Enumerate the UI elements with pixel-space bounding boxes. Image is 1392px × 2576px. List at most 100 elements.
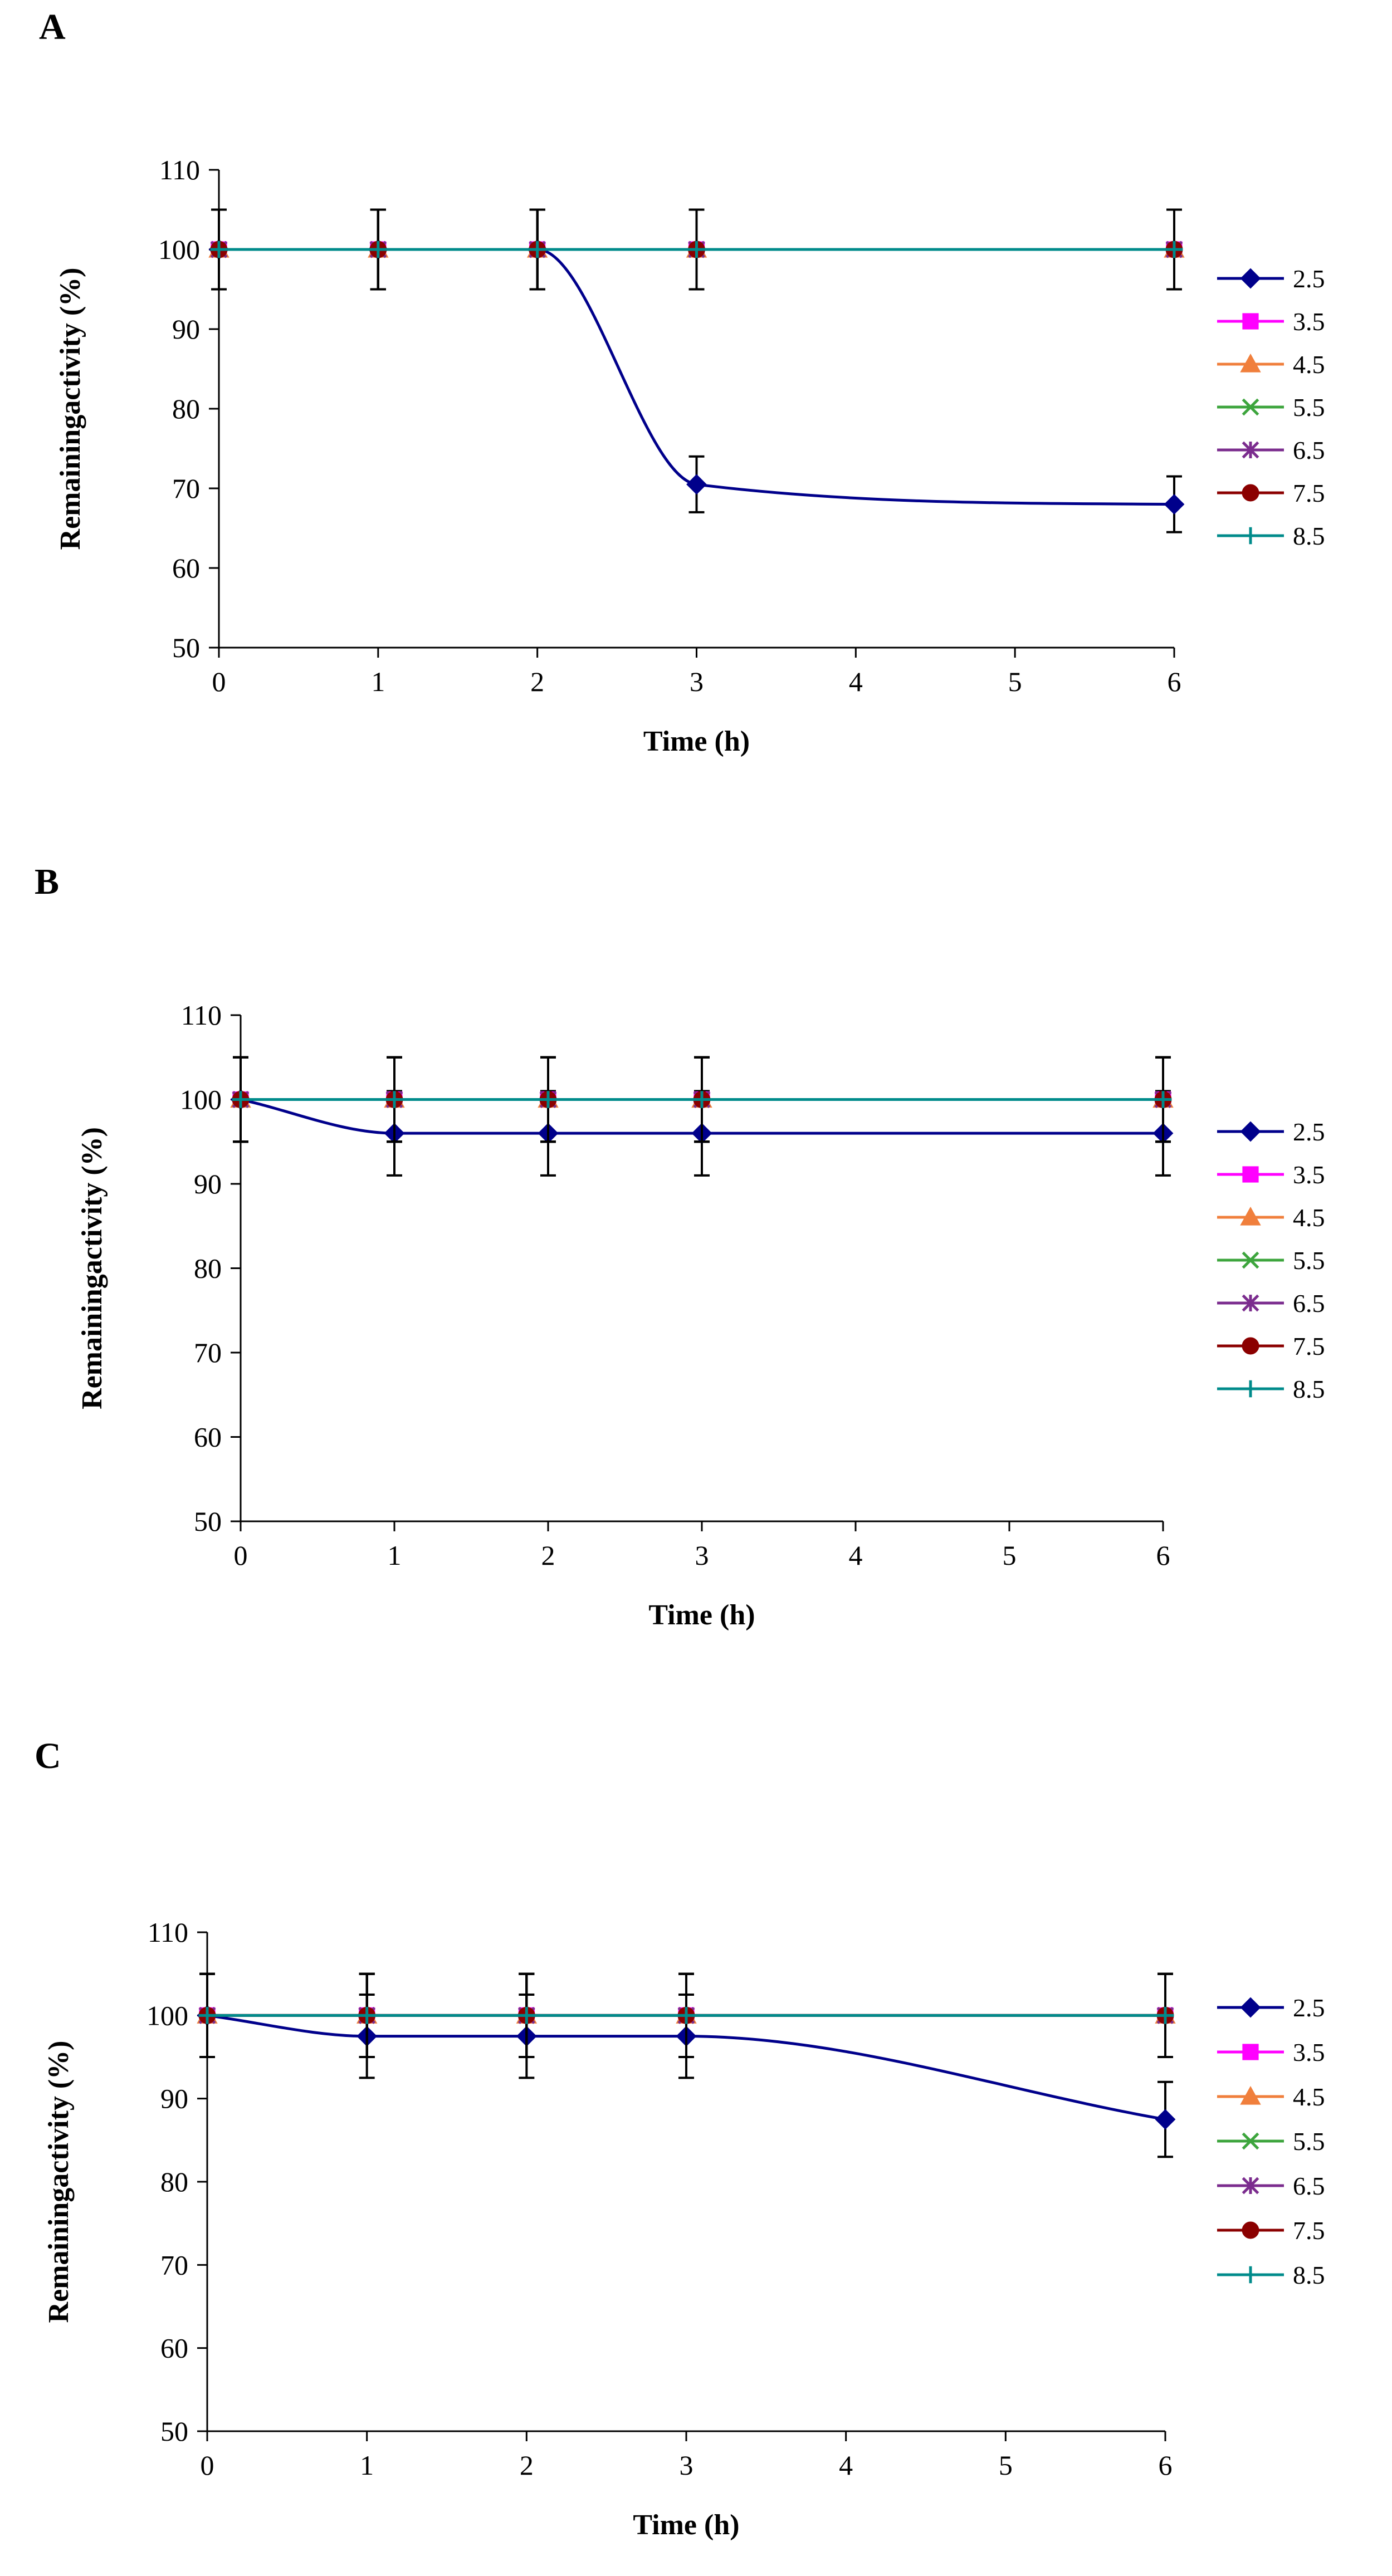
y-axis-title: Remainingactivity (%): [55, 268, 86, 550]
x-tick-label: 3: [695, 1540, 709, 1571]
x-tick-label: 3: [690, 666, 704, 697]
legend-label-8.5: 8.5: [1293, 522, 1325, 550]
legend-marker-7.5: [1242, 484, 1259, 502]
legend-entry-6.5: 6.5: [1217, 2172, 1325, 2200]
y-tick-label: 90: [160, 2083, 188, 2114]
x-tick-label: 3: [680, 2450, 693, 2481]
legend-label-3.5: 3.5: [1293, 307, 1325, 336]
legend-label-2.5: 2.5: [1293, 265, 1325, 293]
data-point-8.5: [1156, 2007, 1174, 2024]
legend-entry-3.5: 3.5: [1217, 307, 1325, 336]
data-point-2.5: [686, 474, 707, 495]
y-tick-label: 110: [181, 1000, 222, 1031]
legend-label-3.5: 3.5: [1293, 1160, 1325, 1189]
data-point-8.5: [369, 241, 387, 258]
legend: 2.5 3.5 4.5 5.5 6.5 7.5 8.5: [1217, 1118, 1325, 1403]
x-tick-label: 6: [1156, 1540, 1170, 1571]
y-tick-label: 80: [160, 2166, 188, 2197]
legend-label-4.5: 4.5: [1293, 2083, 1325, 2111]
legend-entry-4.5: 4.5: [1217, 350, 1325, 379]
panel-label-a: A: [39, 7, 66, 47]
legend-label-2.5: 2.5: [1293, 1994, 1325, 2022]
legend-entry-8.5: 8.5: [1217, 2261, 1325, 2289]
data-point-8.5: [539, 1091, 557, 1108]
x-tick-label: 6: [1168, 666, 1181, 697]
x-tick-label: 4: [849, 1540, 863, 1571]
legend-marker-6.5: [1242, 1294, 1259, 1312]
x-tick-label: 4: [849, 666, 863, 697]
legend-marker-7.5: [1242, 2221, 1259, 2239]
legend-marker-4.5: [1240, 2085, 1261, 2105]
x-tick-label: 1: [371, 666, 385, 697]
series-line-2.5: [207, 2014, 1166, 2121]
x-tick-label: 0: [201, 2450, 214, 2481]
x-tick-label: 4: [839, 2450, 853, 2481]
x-tick-label: 2: [530, 666, 544, 697]
data-point-2.5: [1164, 494, 1185, 515]
legend-label-4.5: 4.5: [1293, 1203, 1325, 1232]
y-tick-label: 70: [160, 2249, 188, 2280]
x-axis-title: Time (h): [633, 2509, 739, 2541]
legend-label-7.5: 7.5: [1293, 2216, 1325, 2245]
x-tick-label: 2: [541, 1540, 555, 1571]
data-point-8.5: [688, 241, 705, 258]
legend-entry-5.5: 5.5: [1217, 393, 1325, 422]
legend: 2.5 3.5 4.5 5.5 6.5 7.5 8.5: [1217, 1994, 1325, 2289]
panel-label-c: C: [35, 1736, 61, 1776]
y-tick-label: 80: [194, 1253, 222, 1284]
x-tick-label: 2: [520, 2450, 534, 2481]
data-point-8.5: [210, 241, 228, 258]
y-tick-label: 110: [148, 1917, 188, 1948]
data-point-8.5: [677, 2007, 695, 2024]
legend-marker-2.5: [1240, 268, 1261, 289]
y-tick-label: 50: [160, 2416, 188, 2447]
legend: 2.5 3.5 4.5 5.5 6.5 7.5 8.5: [1217, 265, 1325, 550]
x-tick-label: 0: [212, 666, 226, 697]
legend-entry-2.5: 2.5: [1217, 1118, 1325, 1146]
legend-entry-2.5: 2.5: [1217, 265, 1325, 293]
legend-marker-3.5: [1242, 2044, 1259, 2060]
y-tick-label: 100: [158, 234, 200, 265]
legend-label-5.5: 5.5: [1293, 1246, 1325, 1275]
data-point-8.5: [518, 2007, 535, 2024]
data-point-8.5: [198, 2007, 216, 2024]
legend-label-8.5: 8.5: [1293, 2261, 1325, 2289]
legend-entry-2.5: 2.5: [1217, 1994, 1325, 2022]
legend-entry-8.5: 8.5: [1217, 522, 1325, 550]
legend-label-7.5: 7.5: [1293, 1332, 1325, 1360]
legend-entry-4.5: 4.5: [1217, 2083, 1325, 2111]
x-axis-title: Time (h): [648, 1599, 755, 1631]
y-axis-title: Remainingactivity (%): [43, 2041, 75, 2323]
y-tick-label: 60: [194, 1422, 222, 1453]
x-axis-title: Time (h): [643, 726, 750, 757]
y-tick-label: 70: [172, 473, 200, 504]
legend-entry-8.5: 8.5: [1217, 1375, 1325, 1403]
x-tick-label: 1: [360, 2450, 374, 2481]
legend-marker-5.5: [1242, 1251, 1259, 1269]
legend-entry-4.5: 4.5: [1217, 1203, 1325, 1232]
y-tick-label: 90: [172, 314, 200, 345]
legend-entry-5.5: 5.5: [1217, 1246, 1325, 1275]
legend-marker-6.5: [1242, 2177, 1259, 2195]
x-tick-label: 0: [234, 1540, 248, 1571]
legend-label-6.5: 6.5: [1293, 1289, 1325, 1318]
legend-label-7.5: 7.5: [1293, 479, 1325, 507]
legend-label-6.5: 6.5: [1293, 436, 1325, 464]
panel-b: B 50 60 70 80 90 100 110 0 1 2 3 4 5 6 Time (h) Remainin…: [35, 861, 1325, 1631]
y-tick-label: 90: [194, 1168, 222, 1199]
legend-marker-5.5: [1242, 2132, 1259, 2150]
series-8.5: [210, 208, 1183, 291]
y-tick-label: 100: [180, 1084, 222, 1115]
y-tick-label: 50: [172, 632, 200, 663]
data-point-8.5: [358, 2007, 375, 2024]
legend-marker-5.5: [1242, 398, 1259, 416]
legend-label-4.5: 4.5: [1293, 350, 1325, 379]
data-point-8.5: [385, 1091, 403, 1108]
legend-entry-3.5: 3.5: [1217, 1160, 1325, 1189]
x-tick-label: 1: [388, 1540, 402, 1571]
legend-entry-7.5: 7.5: [1217, 479, 1325, 507]
legend-label-5.5: 5.5: [1293, 2127, 1325, 2156]
